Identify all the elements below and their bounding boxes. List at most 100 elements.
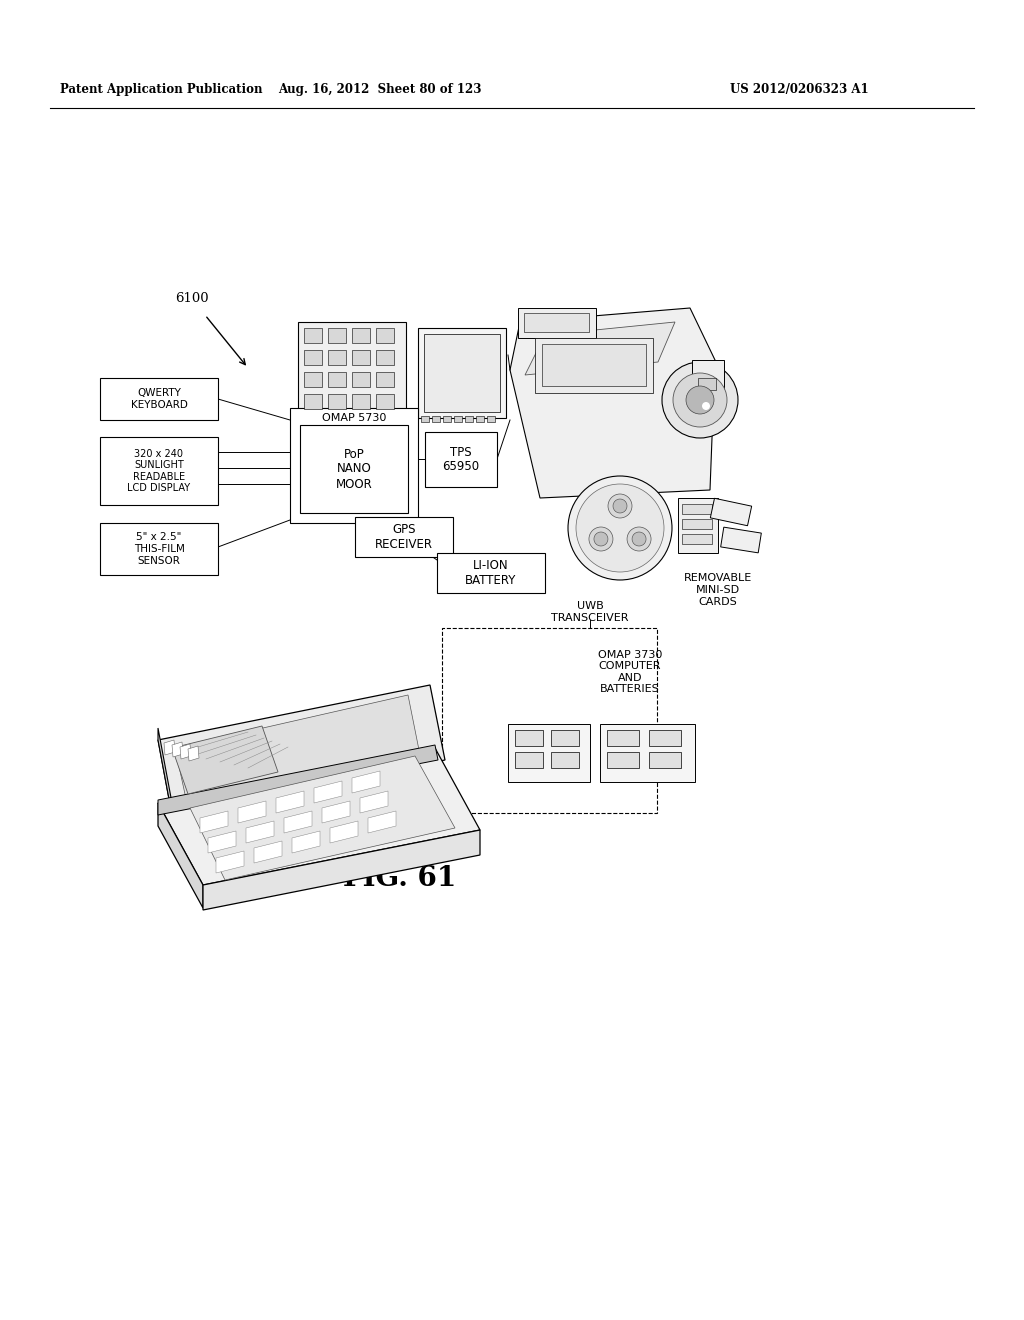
Text: REMOVABLE
MINI-SD
CARDS: REMOVABLE MINI-SD CARDS: [684, 573, 752, 607]
Circle shape: [662, 362, 738, 438]
Polygon shape: [314, 781, 342, 803]
Polygon shape: [158, 685, 445, 814]
Bar: [352, 350, 370, 366]
Text: UWB
TRANSCEIVER: UWB TRANSCEIVER: [202, 809, 279, 830]
Polygon shape: [238, 801, 266, 822]
Bar: [352, 393, 370, 409]
Bar: [515, 730, 543, 746]
Polygon shape: [246, 821, 274, 843]
Polygon shape: [216, 851, 244, 873]
Bar: [721, 527, 761, 553]
Bar: [304, 372, 322, 387]
Bar: [298, 322, 406, 430]
Bar: [100, 523, 218, 576]
Bar: [432, 416, 440, 422]
Bar: [421, 416, 429, 422]
Bar: [100, 437, 218, 506]
Bar: [711, 498, 752, 525]
Text: PoP
NANO
MOOR: PoP NANO MOOR: [336, 447, 373, 491]
Bar: [607, 752, 639, 768]
Bar: [328, 327, 346, 343]
Circle shape: [702, 403, 710, 411]
Bar: [454, 416, 462, 422]
Bar: [355, 517, 453, 557]
Bar: [698, 378, 716, 389]
Text: UWB
TRANSCEIVER: UWB TRANSCEIVER: [551, 601, 629, 623]
Text: FIG. 61: FIG. 61: [343, 865, 457, 891]
Bar: [487, 416, 495, 422]
Bar: [518, 308, 596, 338]
Polygon shape: [208, 832, 236, 853]
Polygon shape: [276, 791, 304, 813]
Bar: [692, 360, 724, 405]
Bar: [542, 345, 646, 385]
Bar: [551, 730, 579, 746]
Polygon shape: [322, 801, 350, 822]
Circle shape: [632, 532, 646, 546]
Polygon shape: [352, 771, 380, 793]
Text: OMAP 3730
COMPUTER
AND
BATTERIES: OMAP 3730 COMPUTER AND BATTERIES: [598, 649, 663, 694]
Bar: [352, 327, 370, 343]
Text: GPS
RECEIVER: GPS RECEIVER: [375, 523, 433, 550]
Text: TPS
65950: TPS 65950: [442, 446, 479, 474]
Text: QWERTY
KEYBOARD: QWERTY KEYBOARD: [131, 388, 187, 409]
Bar: [425, 432, 497, 487]
Bar: [649, 730, 681, 746]
Polygon shape: [284, 810, 312, 833]
Bar: [524, 313, 589, 333]
Polygon shape: [190, 756, 455, 880]
Text: 320 x 240
SUNLIGHT
READABLE
LCD DISPLAY: 320 x 240 SUNLIGHT READABLE LCD DISPLAY: [127, 449, 190, 494]
Bar: [290, 408, 418, 523]
Bar: [376, 350, 394, 366]
Bar: [100, 378, 218, 420]
Bar: [328, 350, 346, 366]
Bar: [376, 327, 394, 343]
Polygon shape: [292, 832, 319, 853]
Bar: [443, 416, 451, 422]
Polygon shape: [158, 803, 203, 908]
Bar: [535, 338, 653, 393]
Bar: [352, 372, 370, 387]
Bar: [515, 752, 543, 768]
Polygon shape: [254, 841, 282, 863]
Bar: [328, 372, 346, 387]
Bar: [376, 393, 394, 409]
Bar: [682, 535, 712, 544]
Circle shape: [575, 484, 664, 572]
Bar: [476, 416, 484, 422]
Text: Aug. 16, 2012  Sheet 80 of 123: Aug. 16, 2012 Sheet 80 of 123: [279, 83, 481, 96]
Bar: [678, 498, 718, 553]
Polygon shape: [525, 322, 675, 375]
Text: OMAP 5730: OMAP 5730: [322, 413, 386, 422]
Bar: [442, 628, 657, 813]
Circle shape: [627, 527, 651, 550]
Polygon shape: [330, 821, 358, 843]
Polygon shape: [360, 791, 388, 813]
Bar: [418, 327, 506, 418]
Bar: [300, 425, 408, 513]
Bar: [376, 372, 394, 387]
Bar: [551, 752, 579, 768]
Bar: [304, 393, 322, 409]
Polygon shape: [172, 726, 278, 795]
Text: LI-ION
BATTERY: LI-ION BATTERY: [465, 558, 517, 587]
Text: Patent Application Publication: Patent Application Publication: [60, 83, 262, 96]
Text: 5" x 2.5"
THIS-FILM
SENSOR: 5" x 2.5" THIS-FILM SENSOR: [133, 532, 184, 565]
Bar: [437, 553, 545, 593]
Polygon shape: [203, 830, 480, 909]
Bar: [304, 350, 322, 366]
Polygon shape: [180, 744, 191, 759]
Polygon shape: [200, 810, 228, 833]
Text: 6100: 6100: [175, 292, 209, 305]
Polygon shape: [175, 696, 420, 808]
Bar: [600, 723, 695, 781]
Polygon shape: [158, 748, 480, 884]
Bar: [465, 416, 473, 422]
Polygon shape: [158, 729, 172, 814]
Circle shape: [589, 527, 613, 550]
Bar: [328, 393, 346, 409]
Polygon shape: [172, 742, 183, 756]
Circle shape: [608, 494, 632, 517]
Circle shape: [673, 374, 727, 426]
Polygon shape: [188, 746, 199, 762]
